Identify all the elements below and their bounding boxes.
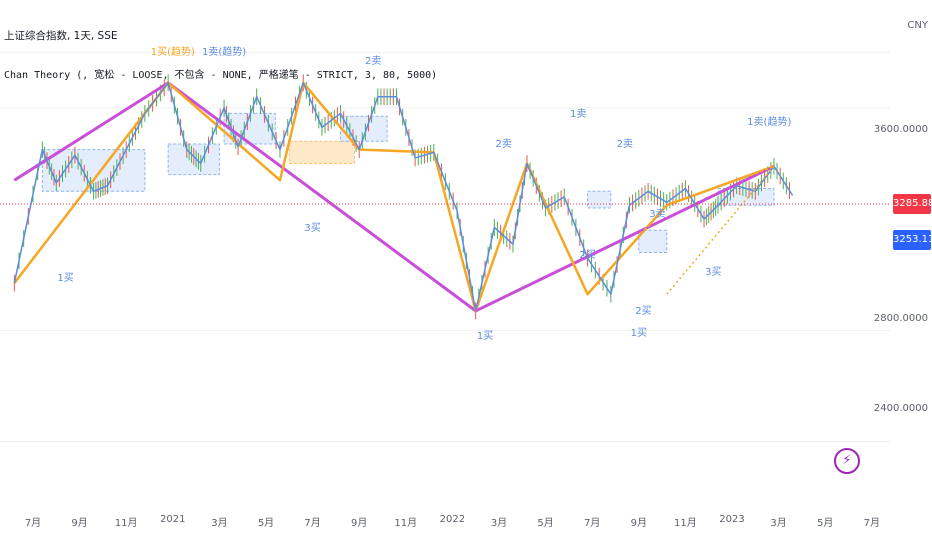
x-tick-label: 5月 bbox=[817, 518, 834, 529]
x-tick-label: 2021 bbox=[160, 514, 186, 525]
y-tick-label: 3600.0000 bbox=[873, 124, 928, 135]
x-tick-label: 3月 bbox=[770, 518, 787, 529]
signal-label: 3买 bbox=[304, 222, 321, 234]
symbol-legend: 上证综合指数, 1天, SSE bbox=[4, 30, 118, 42]
x-tick-label: 2022 bbox=[439, 514, 466, 525]
x-tick-label: 3月 bbox=[211, 518, 228, 529]
x-tick-label: 11月 bbox=[394, 518, 418, 529]
trend-line bbox=[13, 81, 775, 313]
signal-label: 2买 bbox=[635, 306, 652, 318]
signal-label: 1卖(趋势) bbox=[201, 47, 247, 59]
x-tick-label: 9月 bbox=[71, 518, 88, 529]
x-tick-label: 7月 bbox=[304, 518, 321, 529]
x-tick-label: 7月 bbox=[863, 518, 880, 529]
x-tick-label: 2023 bbox=[719, 514, 745, 525]
x-tick-label: 5月 bbox=[537, 518, 554, 529]
signal-label: 2卖 bbox=[495, 139, 512, 151]
pivot-box bbox=[587, 190, 612, 209]
y-tick-label: 2400.0000 bbox=[873, 403, 928, 414]
y-tick-label: 2800.0000 bbox=[873, 313, 928, 324]
x-tick-label: 3月 bbox=[490, 518, 508, 529]
cursor-price-label: 3253.1118 bbox=[893, 230, 932, 250]
x-tick-label: 7月 bbox=[584, 518, 601, 529]
signal-label: 1卖 bbox=[570, 108, 587, 120]
pivot-box bbox=[288, 140, 356, 164]
signal-label: 1买 bbox=[57, 272, 74, 284]
signal-label: 2卖 bbox=[616, 139, 633, 151]
signal-label: 2卖 bbox=[364, 55, 382, 67]
pen-line bbox=[13, 82, 794, 312]
pivot-box bbox=[638, 229, 668, 253]
signal-label: 1买 bbox=[476, 331, 494, 343]
trend-extension bbox=[475, 165, 775, 312]
x-tick-label: 11月 bbox=[674, 518, 697, 529]
segment-line bbox=[13, 81, 775, 313]
signal-label: 3卖 bbox=[649, 208, 666, 220]
lightning-icon[interactable]: ⚡ bbox=[834, 448, 860, 474]
currency-label: CNY bbox=[907, 20, 928, 31]
signal-label: 1卖(趋势) bbox=[747, 116, 792, 128]
indicator-legend[interactable]: Chan Theory (, 宽松 - LOOSE, 不包含 - NONE, 严… bbox=[4, 70, 438, 81]
x-tick-label: 11月 bbox=[114, 518, 138, 529]
signal-label: 3买 bbox=[705, 267, 722, 279]
x-tick-label: 7月 bbox=[24, 518, 42, 529]
x-tick-label: 9月 bbox=[630, 518, 647, 529]
signal-label: 1买(趋势) bbox=[150, 47, 195, 59]
x-tick-label: 5月 bbox=[257, 518, 275, 529]
x-tick-label: 9月 bbox=[351, 518, 368, 529]
signal-label: 2买 bbox=[579, 250, 596, 262]
signal-label: 1买 bbox=[630, 328, 647, 340]
last-price-label: 3285.8845 bbox=[893, 194, 932, 214]
